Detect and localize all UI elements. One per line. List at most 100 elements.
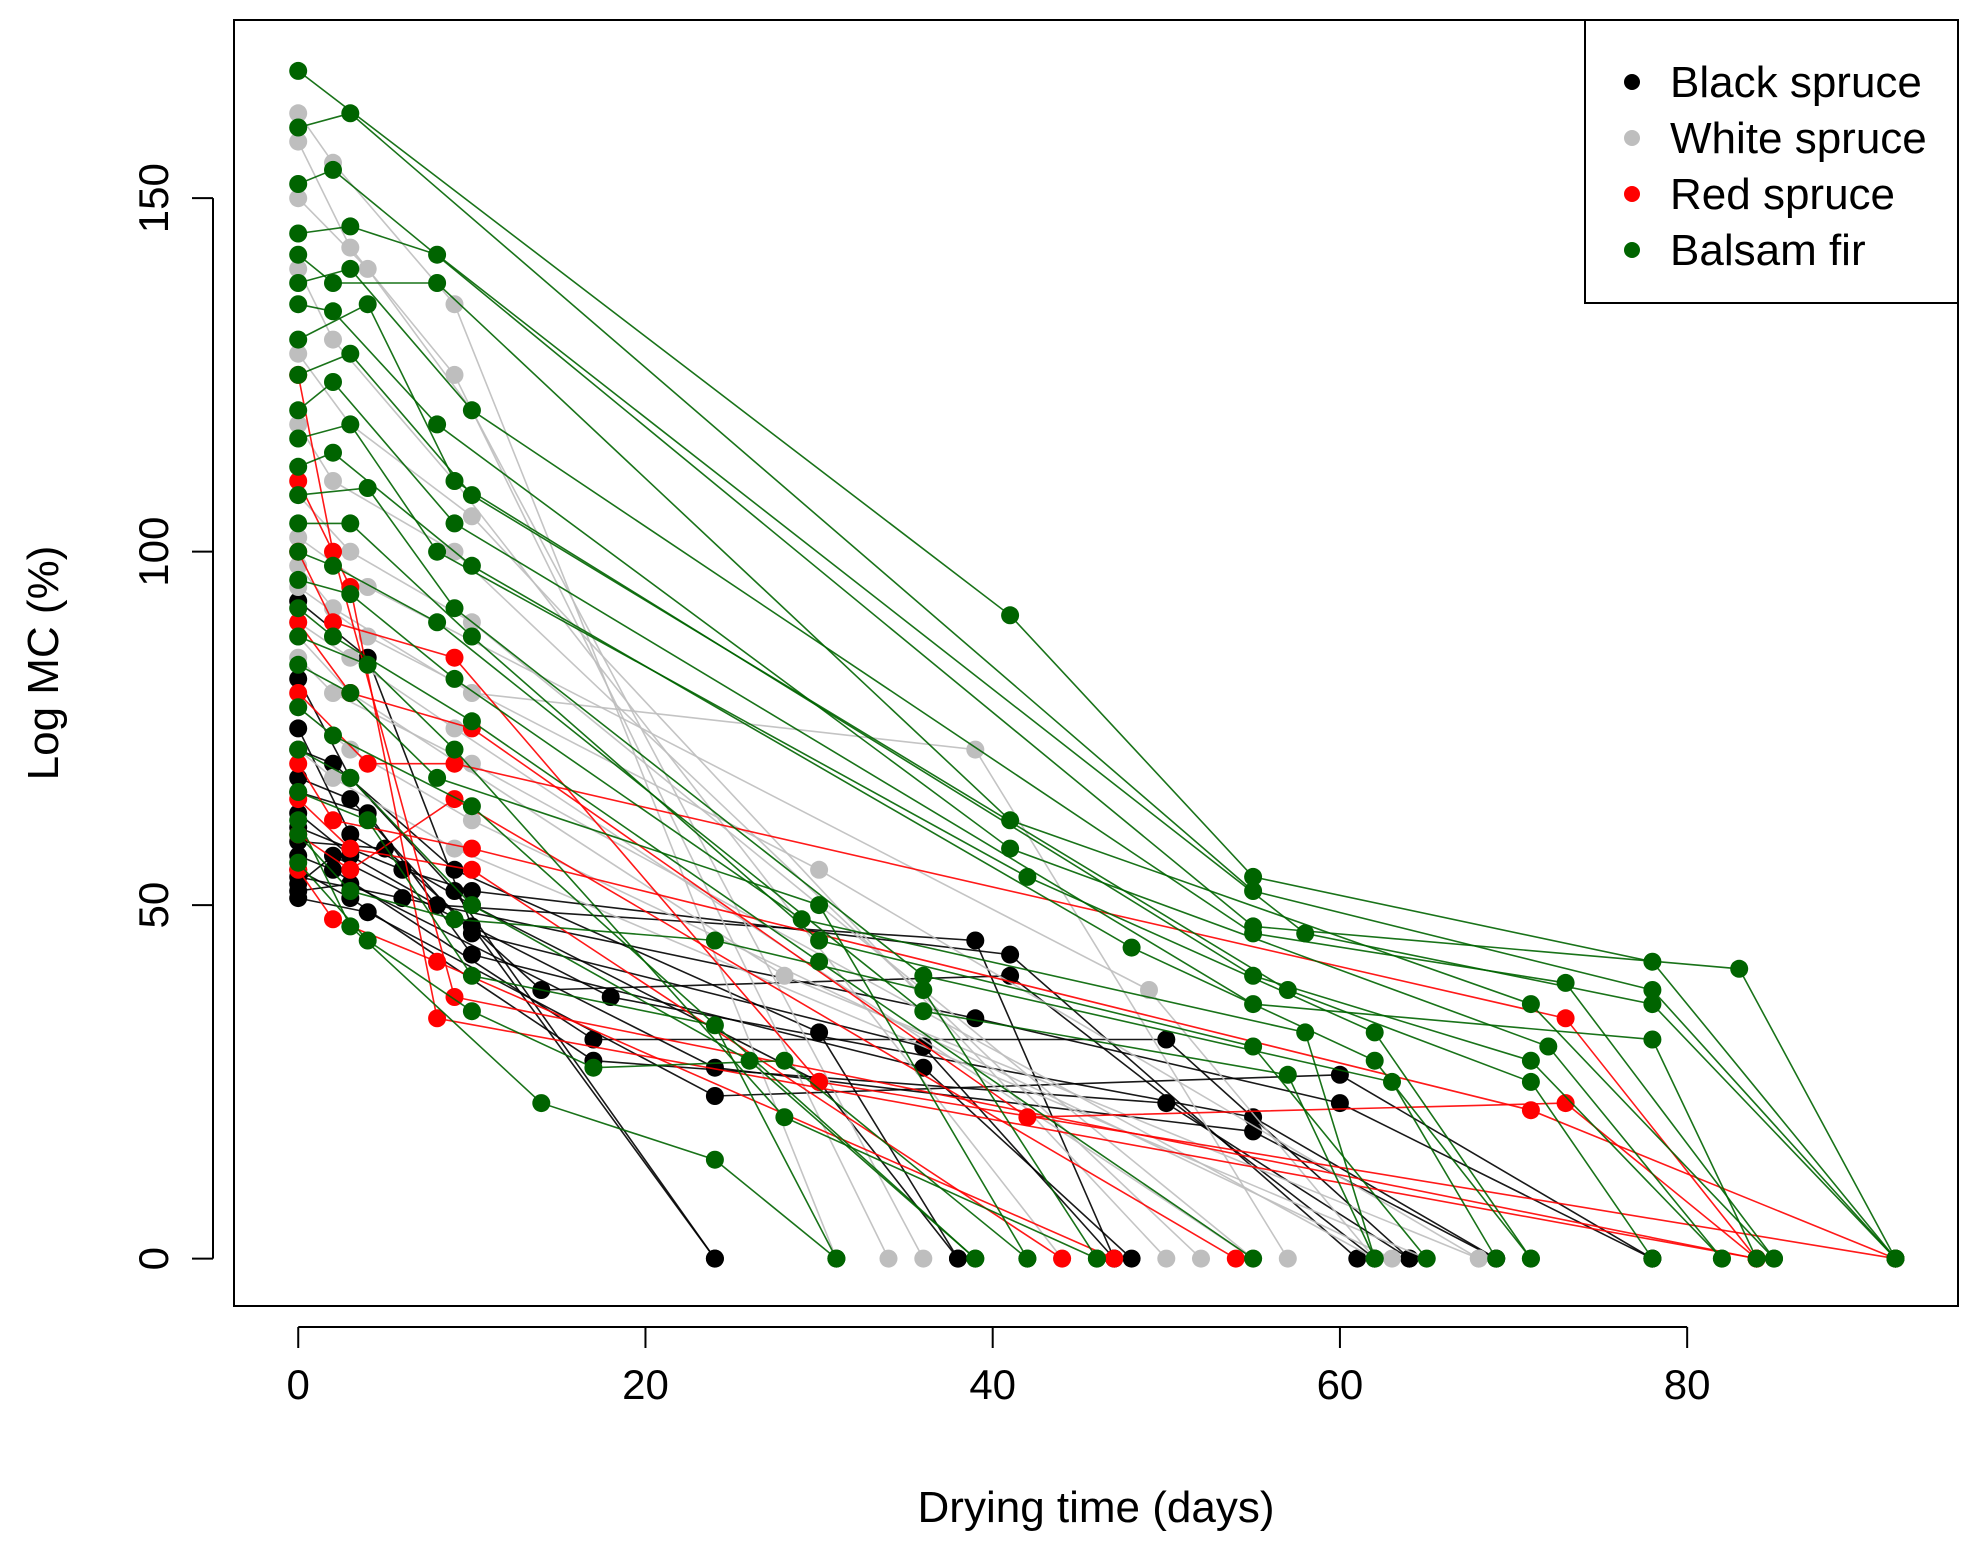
data-point	[914, 1002, 933, 1021]
data-point	[289, 259, 308, 278]
series-line	[298, 487, 1497, 1260]
data-point	[445, 754, 464, 773]
legend-box	[1584, 19, 1959, 304]
data-point	[289, 365, 308, 384]
data-point	[1278, 981, 1297, 999]
series-line	[297, 579, 1376, 1259]
data-point	[1365, 1051, 1384, 1070]
data-point	[341, 917, 360, 936]
plot-frame	[233, 19, 1959, 1307]
data-point	[879, 1249, 898, 1268]
data-point	[445, 472, 464, 490]
data-point	[462, 507, 481, 526]
data-point	[341, 344, 360, 363]
data-point	[289, 669, 308, 688]
data-point	[289, 132, 308, 151]
data-point	[462, 966, 481, 985]
data-point	[1521, 1249, 1540, 1268]
data-point	[584, 1030, 603, 1049]
series-line	[297, 303, 1723, 1260]
y-tick-label: 100	[130, 517, 177, 587]
data-point	[289, 528, 308, 547]
x-tick-label: 60	[1317, 1361, 1364, 1408]
data-point	[289, 245, 308, 264]
data-point	[289, 415, 308, 434]
legend-marker	[1624, 74, 1640, 90]
data-point	[462, 882, 481, 900]
legend: Black spruce White spruce Red spruce Balsam…	[1584, 19, 1959, 304]
data-point	[289, 768, 308, 787]
data-point	[1539, 1037, 1558, 1056]
series-line	[297, 706, 976, 1260]
data-point	[1730, 959, 1749, 978]
data-point	[1140, 981, 1158, 999]
series-3	[289, 61, 1905, 1268]
data-point	[1157, 1249, 1176, 1268]
data-point	[462, 945, 481, 964]
x-tick-label: 0	[287, 1361, 310, 1408]
data-point	[1487, 1249, 1506, 1268]
data-point	[341, 217, 360, 236]
data-point	[1192, 1249, 1210, 1268]
data-point	[289, 719, 308, 738]
data-point	[324, 472, 342, 490]
data-point	[914, 981, 933, 999]
data-point	[1556, 1094, 1575, 1113]
data-point	[462, 1002, 481, 1021]
data-point	[532, 1094, 551, 1113]
data-point	[341, 259, 360, 278]
x-tick-label: 80	[1664, 1361, 1711, 1408]
data-point	[462, 797, 481, 816]
data-point	[289, 61, 308, 80]
data-point	[289, 457, 308, 476]
data-point	[358, 259, 377, 278]
data-point	[341, 542, 360, 561]
data-point	[601, 988, 620, 1006]
data-point	[1001, 811, 1020, 830]
data-point	[1244, 867, 1263, 886]
data-point	[1157, 1094, 1176, 1113]
data-point	[1886, 1249, 1905, 1268]
data-point	[358, 903, 377, 922]
data-point	[1643, 981, 1662, 999]
data-point	[1400, 1249, 1419, 1268]
data-point	[428, 1009, 447, 1028]
data-point	[341, 860, 360, 879]
data-point	[1330, 1065, 1349, 1084]
data-point	[289, 740, 308, 759]
data-point	[341, 790, 360, 809]
legend-marker	[1624, 130, 1640, 146]
data-point	[810, 931, 829, 950]
data-point	[740, 1051, 759, 1070]
data-point	[289, 274, 308, 292]
data-point	[289, 853, 308, 872]
data-point	[462, 896, 481, 915]
legend-label: Black spruce	[1670, 58, 1922, 107]
data-point	[966, 931, 985, 950]
series-line	[297, 798, 1237, 1260]
legend-label: Balsam fir	[1670, 226, 1866, 275]
data-point	[1244, 1108, 1263, 1127]
data-point	[810, 860, 829, 879]
data-point	[289, 754, 308, 773]
data-point	[358, 655, 377, 674]
data-point	[462, 712, 481, 731]
data-point	[445, 365, 464, 384]
data-point	[428, 542, 447, 561]
x-axis-label: Drying time (days)	[918, 1483, 1275, 1532]
series-line	[297, 480, 1757, 1260]
series-line	[297, 862, 1028, 1260]
data-point	[445, 790, 464, 809]
series-line	[297, 586, 1480, 1260]
data-point	[949, 1249, 967, 1268]
data-point	[1383, 1072, 1401, 1091]
data-point	[324, 910, 342, 929]
data-point	[462, 627, 481, 646]
y-axis-label: Log MC (%)	[19, 546, 68, 781]
data-point	[428, 952, 447, 971]
data-point	[324, 860, 342, 879]
data-point	[1643, 995, 1662, 1014]
series-line	[297, 798, 1063, 1260]
data-point	[1296, 1023, 1315, 1042]
